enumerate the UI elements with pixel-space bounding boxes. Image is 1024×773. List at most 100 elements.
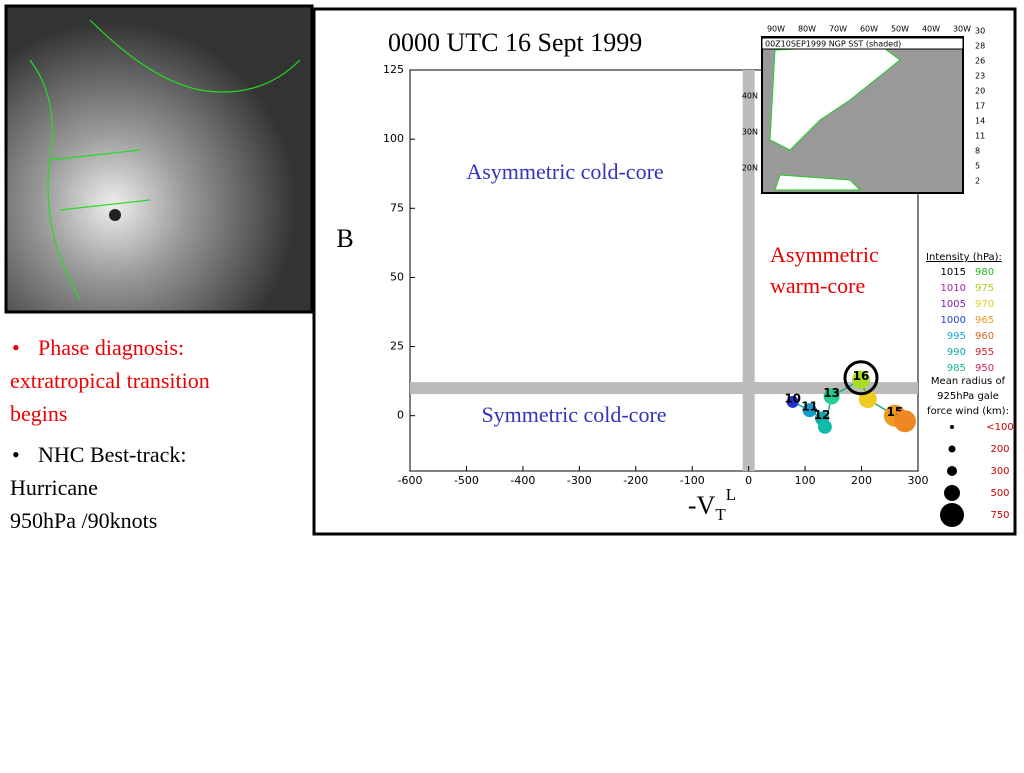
x-axis-label-part: L	[726, 485, 736, 504]
legend-radius-label: 750	[990, 510, 1009, 521]
legend-radius-dot	[944, 485, 960, 501]
legend-entry: 1010	[941, 283, 966, 294]
track-point	[851, 370, 870, 389]
legend-entry: 970	[975, 299, 994, 310]
inset-lon-label: 30W	[953, 25, 971, 34]
inset-scale-label: 23	[975, 72, 985, 81]
x-tick-label: 200	[851, 474, 872, 487]
storm-eye	[109, 209, 121, 221]
legend-radius-dot	[948, 445, 956, 453]
current-marker	[843, 360, 879, 396]
legend-entry: 955	[975, 347, 994, 358]
inset-scale-label: 14	[975, 117, 985, 126]
legend-entry: 1000	[941, 315, 966, 326]
legend-entry: 965	[975, 315, 994, 326]
inset-scale-label: 11	[975, 132, 985, 141]
plot-area	[409, 69, 919, 472]
inset-scale-label: 5	[975, 162, 980, 171]
legend-radius-title: 925hPa gale	[937, 391, 999, 402]
point-label: 13	[823, 386, 840, 400]
inset-lon-label: 90W	[767, 25, 785, 34]
point-label: 10	[784, 391, 801, 405]
x-tick-label: -100	[680, 474, 705, 487]
legend-radius-label: 500	[990, 488, 1009, 499]
legend-radius-dot	[950, 425, 954, 429]
region-label: Symmetric cold-core	[481, 402, 666, 427]
legend-radius-title: Mean radius of	[931, 376, 1006, 387]
x-tick-label: -200	[623, 474, 648, 487]
inset-title: 00Z10SEP1999 NGP SST (shaded)	[765, 40, 901, 49]
inset-scale-label: 8	[975, 147, 980, 156]
track-point	[823, 388, 840, 405]
y-axis-label: B	[336, 224, 353, 253]
y-tick-label: 125	[383, 63, 404, 76]
inset-scale-label: 20	[975, 87, 985, 96]
legend-radius-dot	[947, 466, 957, 476]
x-tick-label: -600	[398, 474, 423, 487]
legend-title: Intensity (hPa):	[926, 252, 1002, 263]
y-tick-label: 25	[390, 340, 404, 353]
threshold-y	[410, 382, 918, 395]
inset-lon-label: 60W	[860, 25, 878, 34]
legend-radius-dot	[940, 503, 964, 527]
inset-lon-label: 80W	[798, 25, 816, 34]
bullet-text: Phase diagnosis:	[38, 335, 184, 360]
legend-entry: 975	[975, 283, 994, 294]
bullet-text: extratropical transition	[10, 368, 210, 393]
point-label: 11	[801, 400, 818, 414]
y-tick-label: 0	[397, 409, 404, 422]
region-label: Asymmetric cold-core	[466, 159, 663, 184]
x-tick-label: 0	[745, 474, 752, 487]
point-label: 16	[853, 369, 870, 383]
x-axis-label-part: T	[715, 505, 726, 524]
y-tick-label: 100	[383, 132, 404, 145]
bullet-dot: •	[12, 442, 20, 467]
inset-scale-label: 28	[975, 42, 985, 51]
legend-radius-title: force wind (km):	[927, 406, 1009, 417]
x-axis-label-part: -V	[688, 491, 716, 520]
region-label: warm-core	[770, 273, 865, 298]
bullet-dot: •	[12, 335, 20, 360]
threshold-x	[742, 70, 755, 471]
bullet-text: NHC Best-track:	[38, 442, 186, 467]
inset-scale-label: 2	[975, 177, 980, 186]
x-tick-label: 300	[908, 474, 929, 487]
inset-lat-label: 30N	[742, 128, 758, 137]
x-tick-label: -300	[567, 474, 592, 487]
legend-entry: 985	[947, 363, 966, 374]
y-tick-label: 50	[390, 270, 404, 283]
x-tick-label: 100	[795, 474, 816, 487]
legend-entry: 1005	[941, 299, 966, 310]
bullet-text: begins	[10, 401, 67, 426]
region-label: Asymmetric	[770, 242, 879, 267]
satellite-image	[4, 4, 314, 314]
inset-scale-label: 30	[975, 27, 985, 36]
inset-scale-label: 17	[975, 102, 985, 111]
inset-lon-label: 50W	[891, 25, 909, 34]
legend-radius-label: 200	[990, 444, 1009, 455]
y-tick-label: 75	[390, 201, 404, 214]
bullet-text: 950hPa /90knots	[10, 508, 157, 533]
legend-entry: 990	[947, 347, 966, 358]
legend-entry: 995	[947, 331, 966, 342]
track-point	[817, 419, 832, 434]
track-point	[894, 410, 917, 433]
chart-title: 0000 UTC 16 Sept 1999	[388, 28, 642, 57]
coastlines	[29, 19, 301, 301]
x-tick-label: -400	[510, 474, 535, 487]
track-point	[786, 395, 799, 408]
inset-lon-label: 70W	[829, 25, 847, 34]
inset-lat-label: 40N	[742, 92, 758, 101]
legend-entry: 1015	[941, 267, 966, 278]
inset-scale-label: 26	[975, 57, 985, 66]
point-label: 12	[814, 408, 831, 422]
inset-lat-label: 20N	[742, 164, 758, 173]
track-point	[802, 403, 817, 418]
legend-radius-label: 300	[990, 466, 1009, 477]
legend-entry: 980	[975, 267, 994, 278]
x-axis-label: -VTL	[688, 485, 736, 524]
inset-title-box	[761, 37, 964, 50]
bullet-text: Hurricane	[10, 475, 98, 500]
